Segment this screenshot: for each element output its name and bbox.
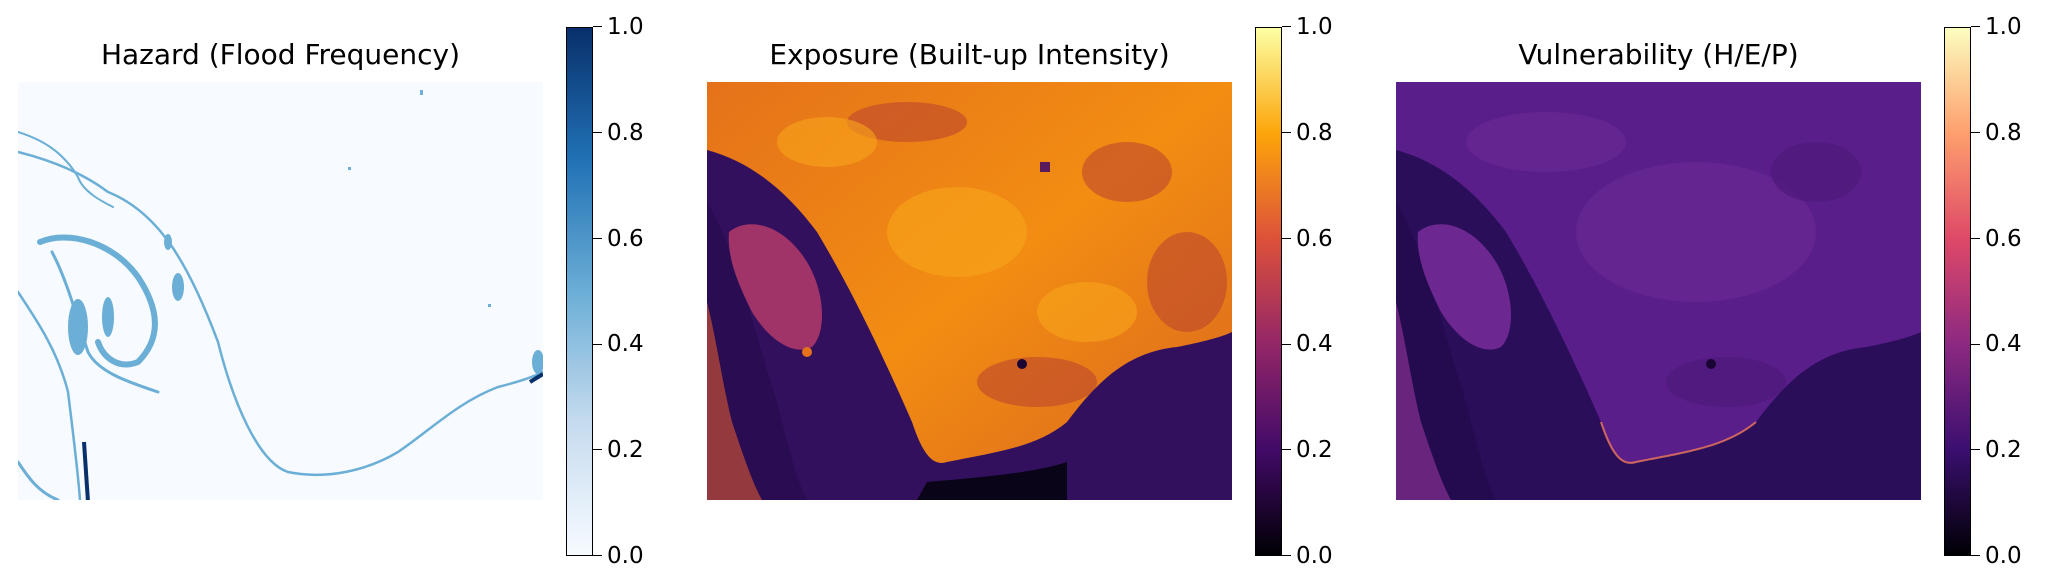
- hazard-colorbar-tick: [593, 132, 602, 134]
- exposure-colorbar-tick-label: 0.2: [1296, 437, 1333, 464]
- hazard-map: [18, 82, 543, 500]
- hazard-colorbar-tick-label: 0.6: [607, 225, 644, 252]
- vulnerability-colorbar-tick: [1971, 555, 1980, 557]
- vulnerability-colorbar-tick-label: 1.0: [1985, 14, 2022, 40]
- hazard-colorbar-tick-label: 1.0: [607, 14, 644, 40]
- exposure-colorbar-tick: [1282, 449, 1291, 451]
- vulnerability-colorbar-tick: [1971, 237, 1980, 239]
- exposure-colorbar-tick-label: 1.0: [1296, 14, 1333, 40]
- exposure-map: [707, 82, 1232, 500]
- vulnerability-colorbar-tick-label: 0.2: [1985, 437, 2022, 464]
- vulnerability-colorbar-tick: [1971, 343, 1980, 345]
- exposure-colorbar-tick: [1282, 343, 1291, 345]
- hazard-title: Hazard (Flood Frequency): [100, 38, 461, 71]
- hazard-colorbar-tick: [593, 26, 602, 28]
- exposure-title: Exposure (Built-up Intensity): [769, 38, 1170, 71]
- vulnerability-colorbar-tick-label: 0.4: [1985, 331, 2022, 358]
- exposure-colorbar-tick-label: 0.6: [1296, 225, 1333, 252]
- vulnerability-colorbar-tick: [1971, 449, 1980, 451]
- exposure-colorbar-tick-label: 0.0: [1296, 543, 1333, 569]
- vulnerability-colorbar-tick: [1971, 26, 1980, 28]
- hazard-colorbar: [566, 27, 593, 556]
- hazard-colorbar-tick-label: 0.2: [607, 437, 644, 464]
- vulnerability-colorbar-tick-label: 0.0: [1985, 543, 2022, 569]
- vulnerability-colorbar-tick-label: 0.8: [1985, 119, 2022, 146]
- hazard-colorbar-tick-label: 0.0: [607, 543, 644, 569]
- vulnerability-colorbar: [1944, 27, 1971, 556]
- exposure-colorbar-tick: [1282, 555, 1291, 557]
- exposure-colorbar-tick: [1282, 132, 1291, 134]
- exposure-colorbar-tick: [1282, 237, 1291, 239]
- hazard-colorbar-tick-label: 0.4: [607, 331, 644, 358]
- vulnerability-map: [1396, 82, 1921, 500]
- hazard-colorbar-tick: [593, 237, 602, 239]
- vulnerability-colorbar-tick: [1971, 132, 1980, 134]
- hazard-colorbar-tick: [593, 555, 602, 557]
- hazard-colorbar-tick: [593, 449, 602, 451]
- exposure-colorbar-tick-label: 0.8: [1296, 119, 1333, 146]
- exposure-colorbar-tick-label: 0.4: [1296, 331, 1333, 358]
- vulnerability-colorbar-tick-label: 0.6: [1985, 225, 2022, 252]
- vulnerability-title: Vulnerability (H/E/P): [1518, 38, 1799, 71]
- hazard-colorbar-tick-label: 0.8: [607, 119, 644, 146]
- exposure-colorbar: [1255, 27, 1282, 556]
- exposure-colorbar-tick: [1282, 26, 1291, 28]
- hazard-colorbar-tick: [593, 343, 602, 345]
